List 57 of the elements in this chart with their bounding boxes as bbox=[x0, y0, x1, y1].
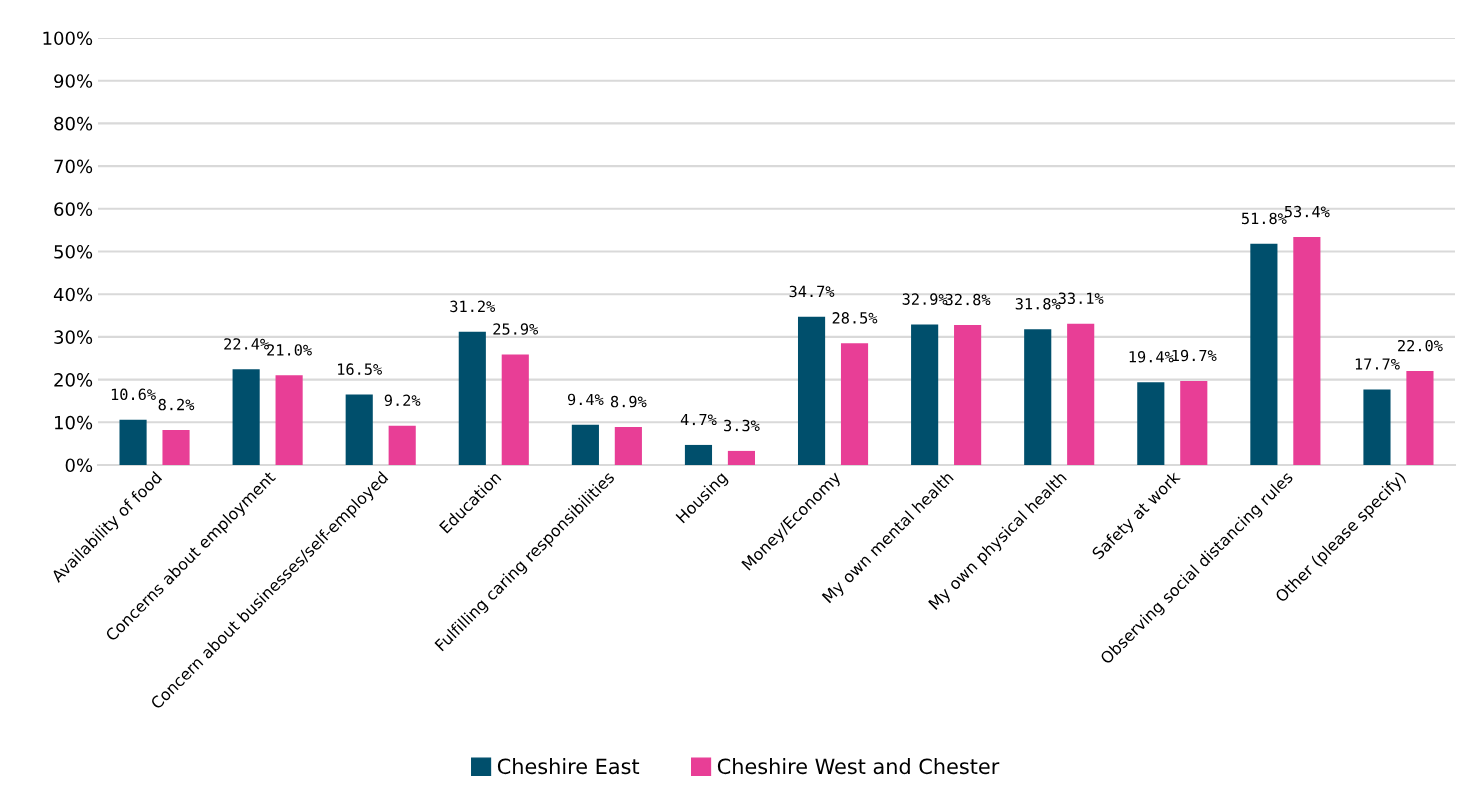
bar bbox=[119, 419, 147, 465]
bar bbox=[840, 343, 869, 465]
bar bbox=[458, 331, 486, 465]
bar bbox=[571, 424, 599, 465]
y-tick-label: 50% bbox=[54, 244, 93, 259]
data-label: 3.3% bbox=[724, 419, 760, 432]
data-label: 4.7% bbox=[680, 413, 717, 426]
y-tick-label: 80% bbox=[54, 116, 93, 131]
y-tick-label: 0% bbox=[65, 458, 93, 473]
bar bbox=[345, 394, 373, 465]
bar bbox=[1406, 371, 1434, 465]
bar bbox=[797, 316, 826, 465]
bar bbox=[501, 354, 529, 465]
legend-label: Cheshire West and Chester bbox=[717, 758, 1000, 775]
data-label: 9.4% bbox=[567, 393, 604, 406]
bar bbox=[1293, 236, 1321, 465]
data-label: 9.2% bbox=[384, 394, 421, 407]
y-tick-label: 60% bbox=[54, 202, 93, 216]
bar bbox=[162, 429, 190, 465]
data-label: 8.2% bbox=[158, 398, 195, 411]
data-label: 19.7% bbox=[1172, 349, 1217, 362]
bar bbox=[911, 324, 939, 465]
data-label: 28.5% bbox=[832, 312, 878, 324]
data-label: 16.5% bbox=[338, 363, 382, 375]
bar bbox=[684, 444, 713, 465]
y-tick-label: 90% bbox=[54, 74, 93, 88]
data-label: 8.9% bbox=[610, 395, 647, 408]
data-label: 10.6% bbox=[111, 388, 156, 401]
bar bbox=[1067, 323, 1095, 465]
bar bbox=[275, 375, 303, 465]
bar bbox=[954, 324, 982, 465]
y-tick-label: 30% bbox=[54, 330, 93, 345]
legend-label: Cheshire East bbox=[497, 758, 640, 775]
bar bbox=[1137, 382, 1165, 465]
data-label: 22.0% bbox=[1398, 339, 1443, 352]
data-label: 34.7% bbox=[789, 285, 835, 298]
bar bbox=[1024, 329, 1052, 465]
bar bbox=[614, 427, 642, 465]
data-label: 31.2% bbox=[450, 300, 496, 313]
y-tick-label: 20% bbox=[54, 373, 93, 387]
y-tick-label: 40% bbox=[53, 287, 93, 302]
data-label: 19.4% bbox=[1129, 350, 1174, 363]
bar bbox=[388, 425, 416, 465]
data-label: 51.8% bbox=[1241, 212, 1287, 225]
y-tick-label: 70% bbox=[54, 159, 93, 174]
bar bbox=[1180, 380, 1208, 465]
data-label: 25.9% bbox=[493, 323, 539, 335]
y-tick-label: 100% bbox=[43, 31, 93, 46]
data-label: 17.7% bbox=[1355, 358, 1400, 370]
bar bbox=[1363, 389, 1391, 465]
bar bbox=[727, 450, 756, 465]
data-label: 53.4% bbox=[1284, 205, 1330, 218]
bar bbox=[1250, 243, 1278, 465]
data-label: 21.0% bbox=[267, 344, 312, 356]
y-tick-label: 10% bbox=[54, 415, 93, 430]
data-label: 22.4% bbox=[224, 338, 269, 350]
bar bbox=[232, 369, 260, 465]
